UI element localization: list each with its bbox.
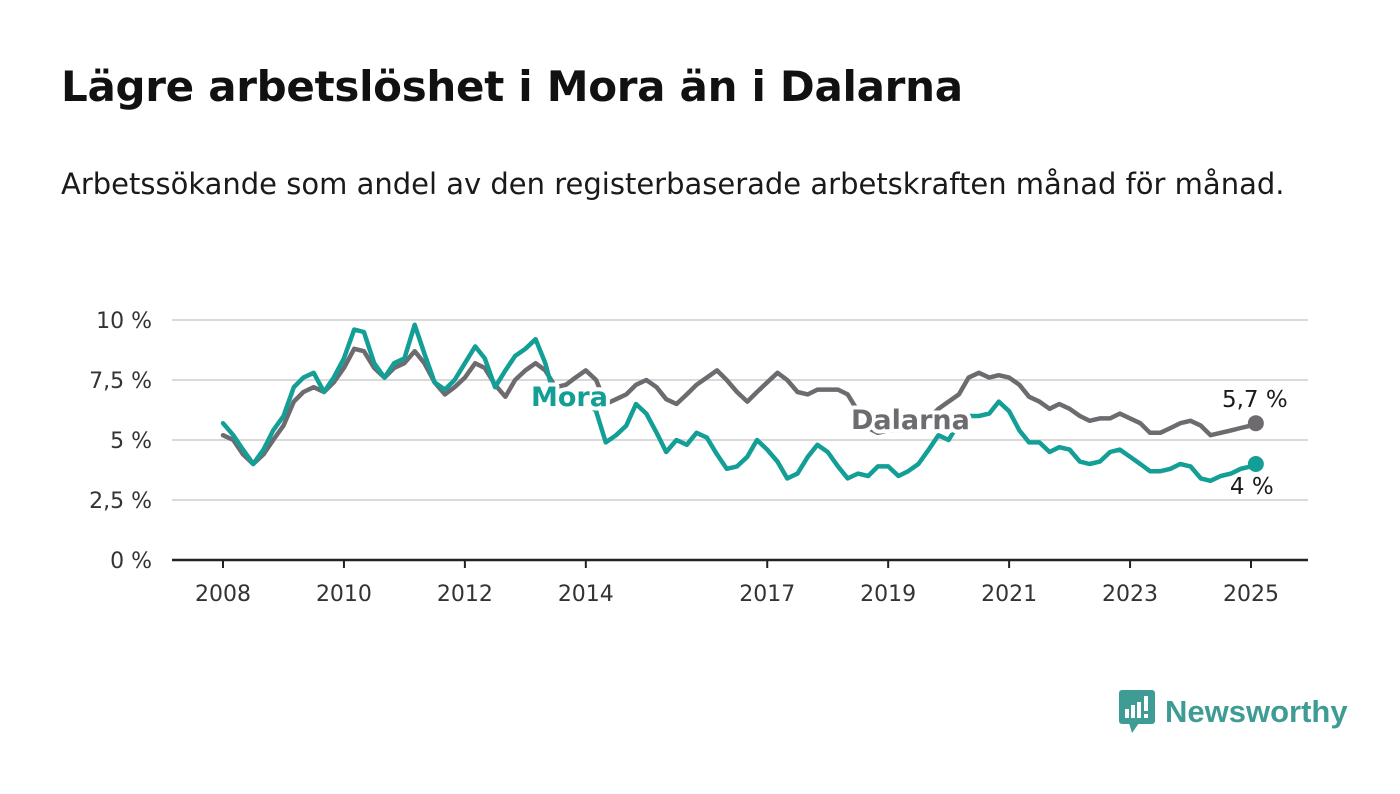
series-label-dalarna-halo: Dalarna bbox=[851, 405, 970, 436]
y-axis-ticks: 0 % 2,5 % 5 % 7,5 % 10 % bbox=[89, 309, 152, 574]
end-point-dalarna bbox=[1247, 415, 1264, 432]
x-tick-label: 2017 bbox=[739, 582, 795, 607]
y-tick-label: 2,5 % bbox=[89, 489, 152, 514]
y-tick-label: 5 % bbox=[110, 429, 152, 454]
y-tick-label: 7,5 % bbox=[89, 369, 152, 394]
x-tick-label: 2014 bbox=[558, 582, 614, 607]
series-line-mora bbox=[220, 322, 1259, 484]
newsworthy-logo: Newsworthy bbox=[1119, 690, 1348, 734]
logo-text: Newsworthy bbox=[1165, 694, 1348, 729]
x-tick-label: 2010 bbox=[316, 582, 372, 607]
y-tick-label: 0 % bbox=[110, 549, 152, 574]
x-tick-label: 2025 bbox=[1223, 582, 1279, 607]
bar-chart-speech-bubble-icon bbox=[1119, 690, 1155, 733]
grid-lines bbox=[172, 319, 1308, 501]
x-tick-label: 2023 bbox=[1102, 582, 1158, 607]
end-point-mora bbox=[1247, 456, 1264, 472]
end-label-mora: 4 % bbox=[1230, 474, 1274, 500]
series-label-mora-halo: Mora bbox=[531, 382, 608, 413]
series-label-dalarna: Dalarna bbox=[851, 405, 970, 436]
series-lines bbox=[220, 322, 1264, 484]
x-tick-label: 2008 bbox=[195, 582, 251, 607]
chart-subtitle: Arbetssökande som andel av den registerb… bbox=[61, 167, 1285, 201]
x-tick-label: 2012 bbox=[437, 582, 493, 607]
x-tick-label: 2019 bbox=[860, 582, 916, 607]
end-label-dalarna: 5,7 % bbox=[1222, 387, 1288, 413]
chart-title: Lägre arbetslöshet i Mora än i Dalarna bbox=[61, 62, 963, 111]
x-tick-label: 2021 bbox=[981, 582, 1037, 607]
series-line-dalarna bbox=[220, 346, 1259, 467]
x-axis-ticks: 2008 2010 2012 2014 2017 2019 2021 2023 2025 bbox=[195, 560, 1279, 607]
y-tick-label: 10 % bbox=[96, 309, 152, 334]
series-label-mora: Mora bbox=[531, 382, 608, 413]
